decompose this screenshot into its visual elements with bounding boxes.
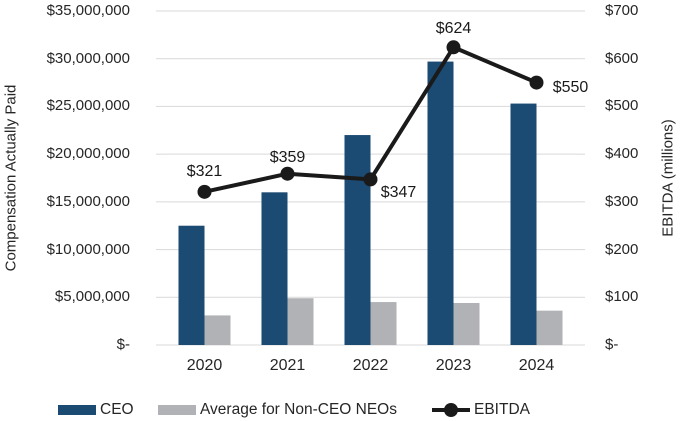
right-tick-label: $500 [605, 97, 639, 115]
bar-ceo-2024 [510, 103, 537, 346]
ebitda-marker-2024 [529, 75, 544, 90]
x-label-2024: 2024 [518, 357, 555, 374]
ebitda-value-label-2020: $321 [186, 162, 223, 180]
right-tick-label: $100 [605, 288, 639, 306]
legend-label: Average for Non-CEO NEOs [200, 401, 397, 418]
right-tick-label: $300 [605, 192, 639, 210]
left-tick-label: $25,000,000 [46, 97, 130, 115]
bar-ceo-2021 [261, 192, 288, 345]
legend-bar-swatch [58, 405, 96, 415]
x-label-2021: 2021 [269, 357, 306, 374]
left-tick-label: $- [116, 336, 130, 353]
left-tick-label: $35,000,000 [46, 2, 130, 19]
ebitda-marker-2021 [280, 166, 295, 181]
ebitda-value-label-2021: $359 [269, 148, 306, 166]
bar-non-ceo-neo-2022 [370, 302, 397, 345]
x-label-2022: 2022 [352, 357, 389, 374]
ebitda-value-label-2023: $624 [435, 20, 472, 38]
bar-non-ceo-neo-2024 [536, 310, 563, 345]
ebitda-value-label-2024: $550 [552, 78, 589, 96]
x-label-2020: 2020 [186, 357, 223, 374]
legend-line-marker-swatch [432, 403, 470, 417]
ebitda-marker-2023 [446, 40, 461, 55]
legend-item-ceo: CEO [58, 400, 134, 420]
right-tick-label: $- [605, 336, 619, 353]
bar-ceo-2023 [427, 61, 454, 345]
right-tick-label: $200 [605, 240, 639, 258]
ebitda-value-label-2022: $347 [380, 184, 417, 202]
bar-non-ceo-neo-2023 [453, 303, 480, 345]
legend-bar-swatch [158, 405, 196, 415]
bar-non-ceo-neo-2021 [287, 298, 314, 345]
left-tick-label: $5,000,000 [54, 288, 130, 306]
x-label-2023: 2023 [435, 357, 472, 374]
legend-label: CEO [100, 401, 134, 418]
legend-item-non-ceo-neos: Average for Non-CEO NEOs [158, 400, 397, 420]
left-tick-label: $20,000,000 [46, 145, 130, 163]
right-axis-title: EBITDA (millions) [659, 119, 677, 237]
bar-non-ceo-neo-2020 [204, 315, 231, 345]
ebitda-marker-2022 [363, 172, 378, 187]
legend-item-ebitda: EBITDA [432, 400, 530, 420]
right-tick-label: $700 [605, 2, 639, 19]
right-tick-label: $600 [605, 49, 639, 67]
bar-ceo-2020 [178, 225, 205, 345]
left-tick-label: $10,000,000 [46, 240, 130, 258]
left-tick-label: $30,000,000 [46, 49, 130, 67]
right-tick-label: $400 [605, 145, 639, 163]
left-tick-label: $15,000,000 [46, 192, 130, 210]
bar-ceo-2022 [344, 135, 371, 345]
legend-label: EBITDA [474, 401, 530, 418]
ebitda-marker-2020 [197, 184, 212, 199]
